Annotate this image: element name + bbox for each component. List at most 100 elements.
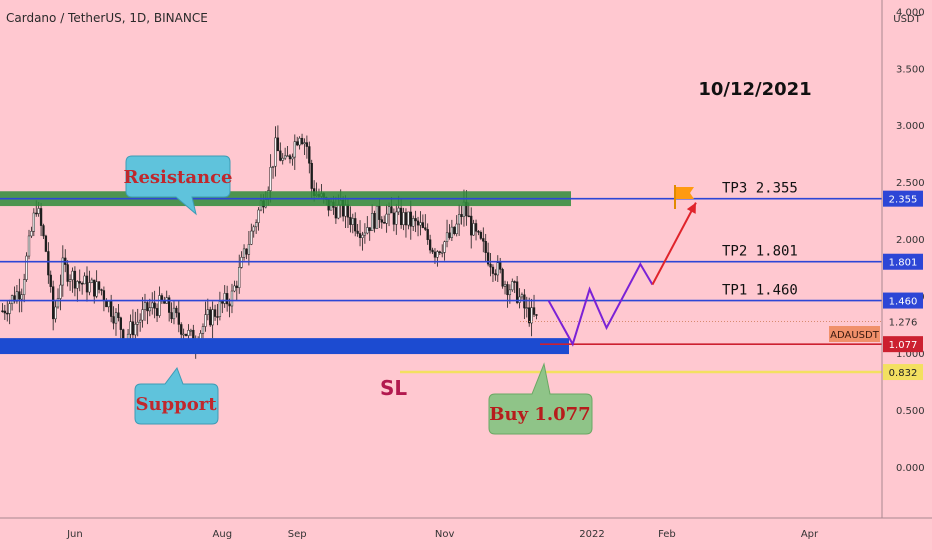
candle-body (390, 206, 393, 214)
candle-body (407, 211, 410, 226)
price-tag-label: 1.801 (889, 258, 918, 269)
candle-body (170, 312, 173, 320)
candle-body (139, 319, 142, 323)
candle-body (281, 157, 284, 161)
tp2-label: TP2 1.801 (722, 244, 798, 260)
price-tag-label: 1.077 (889, 340, 918, 351)
candle-body (383, 222, 386, 224)
candle-body (158, 295, 161, 316)
candle-body (27, 235, 31, 257)
price-tag-label: 2.355 (889, 195, 918, 206)
candle-body (177, 312, 180, 325)
candle-body (349, 216, 352, 225)
price-tag-tp2 (883, 253, 923, 270)
candle-body (32, 212, 35, 232)
candle-body (402, 212, 405, 226)
candle-body (228, 303, 231, 307)
candle-body (298, 137, 301, 146)
candle-body (438, 251, 441, 254)
candle-body (416, 220, 420, 226)
candle-body (397, 207, 400, 213)
candle-body (225, 293, 229, 305)
candle-body (506, 284, 509, 296)
candle-body (448, 232, 451, 238)
candle-body (494, 273, 497, 276)
candle-body (499, 262, 502, 270)
candle-body (491, 266, 495, 274)
candle-body (269, 167, 272, 191)
candle-body (479, 232, 483, 239)
candle-body (71, 270, 74, 280)
price-tick-label: 0.000 (896, 463, 925, 474)
candle-body (283, 155, 287, 159)
candle-body (209, 309, 212, 326)
price-tick-label: 3.500 (896, 64, 925, 75)
candle-body (44, 235, 48, 252)
candle-body (375, 205, 379, 229)
candle-body (213, 309, 217, 317)
price-tag-label: 1.460 (889, 297, 918, 308)
candle-body (532, 307, 536, 315)
support-zone[interactable] (0, 338, 569, 355)
candle-body (10, 295, 14, 304)
symbol-tag: ADAUSDT (829, 326, 880, 342)
candle-body (361, 234, 364, 238)
resistance-callout: Resistance (124, 155, 233, 216)
candle-body (472, 223, 475, 236)
candle-body (387, 206, 391, 215)
candle-body (482, 238, 485, 242)
candle-body (428, 239, 432, 251)
candle-body (257, 209, 260, 223)
candle-body (441, 252, 444, 254)
time-tick-label: Apr (801, 529, 819, 540)
flag-icon (674, 185, 694, 209)
candle-body (23, 279, 26, 295)
candle-body (78, 281, 81, 284)
candle-body (131, 321, 135, 336)
candle-body (88, 282, 91, 293)
candle-body (392, 212, 396, 225)
candle-body (42, 225, 45, 237)
price-tick-label: 2.000 (896, 235, 925, 246)
candle-body (279, 150, 282, 161)
candle-body (503, 284, 507, 287)
candle-body (153, 302, 156, 309)
candle-body (129, 321, 132, 335)
candle-body (310, 163, 313, 189)
candle-body (49, 274, 52, 287)
candle-body (66, 264, 69, 282)
time-tick-label: 2022 (579, 529, 604, 540)
candle-body (211, 309, 214, 326)
candle-body (380, 219, 383, 223)
candle-body (373, 213, 376, 229)
support-label: Support (135, 394, 217, 415)
candle-body (252, 226, 255, 232)
candle-body (368, 227, 371, 231)
candle-body (370, 213, 374, 231)
candle-body (114, 312, 118, 324)
candle-body (484, 241, 487, 253)
candle-body (513, 281, 516, 283)
candle-body (189, 329, 193, 332)
candle-body (119, 317, 122, 330)
candle-body (354, 218, 357, 232)
candle-body (351, 218, 354, 225)
buy-callout: Buy 1.077 (488, 362, 593, 435)
candle-body (83, 275, 86, 285)
candle-body (508, 289, 512, 296)
candle-body (443, 241, 446, 253)
candle-body (136, 321, 139, 325)
candle-body (247, 244, 251, 255)
price-tag-label: 1.276 (889, 318, 918, 329)
time-axis[interactable]: Jun Aug Sep Nov 2022 Feb Apr (66, 529, 819, 540)
candle-body (206, 309, 209, 315)
price-tick-label: 2.500 (896, 178, 925, 189)
support-callout: Support (134, 366, 219, 425)
candle-body (35, 212, 38, 215)
candle-body (520, 294, 524, 298)
candle-body (85, 275, 89, 293)
price-tag-buy (883, 336, 923, 353)
candle-body (187, 330, 190, 336)
